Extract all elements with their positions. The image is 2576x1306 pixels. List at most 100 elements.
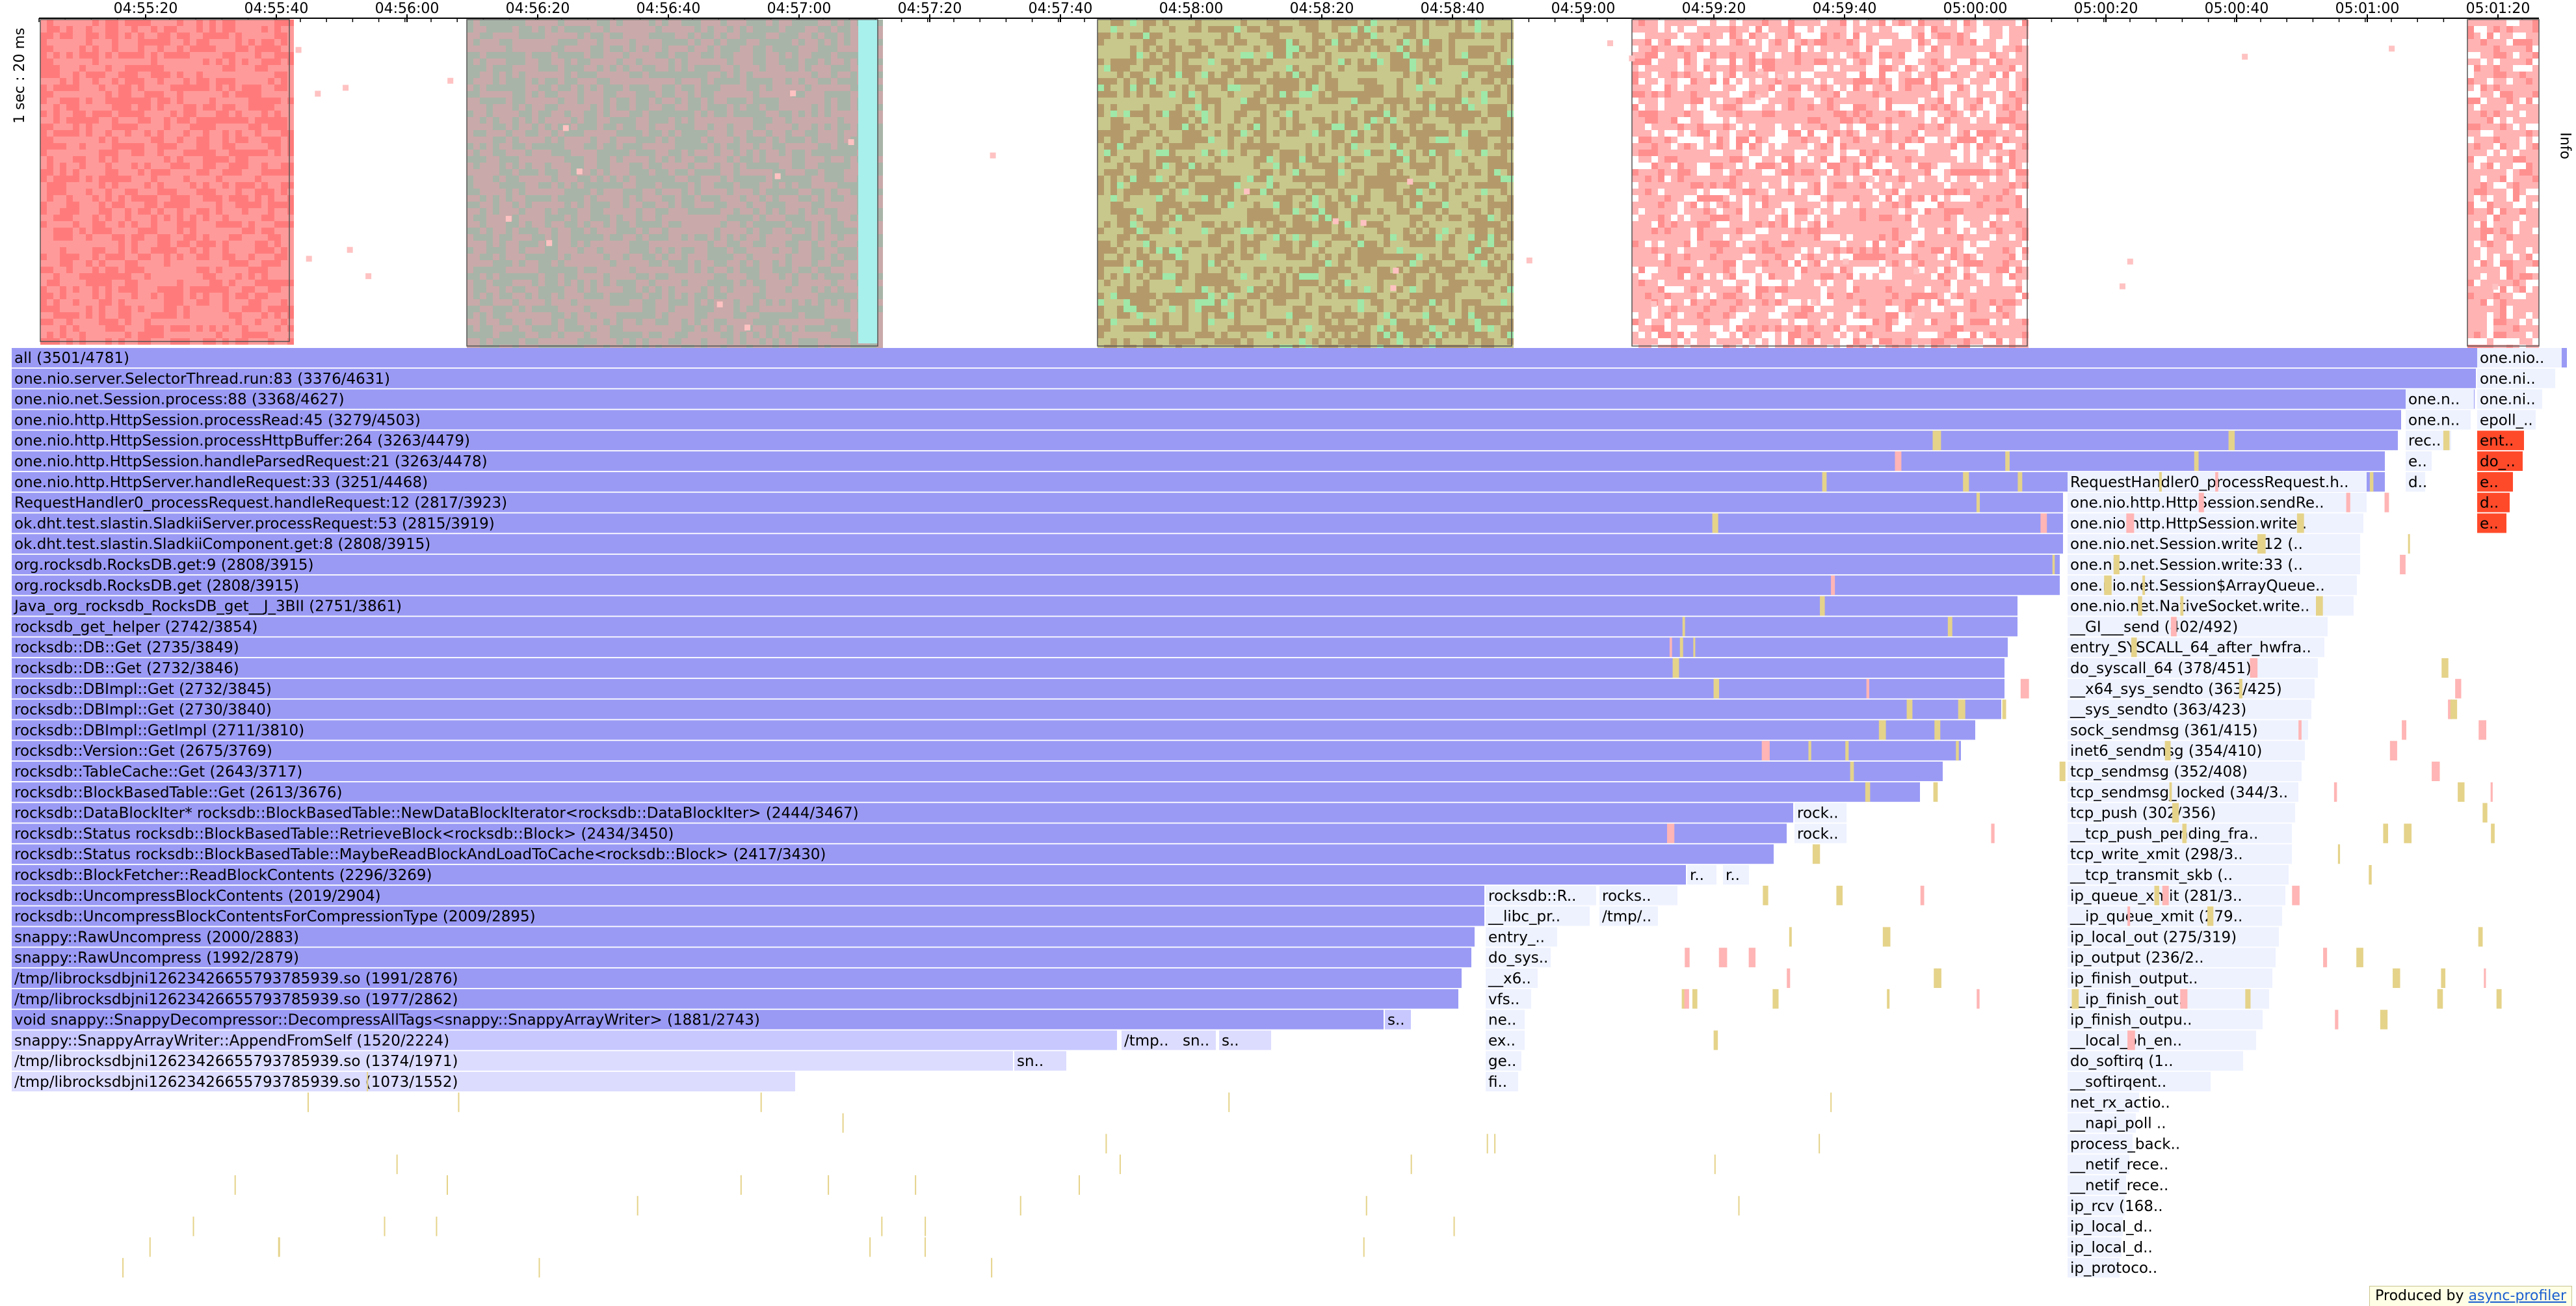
heatmap-cell [268, 221, 274, 228]
heatmap-cell [40, 312, 47, 319]
heatmap-cell [519, 176, 525, 182]
heatmap-cell [222, 299, 229, 306]
heatmap-cell [242, 91, 248, 98]
heatmap-cell [779, 33, 785, 39]
heatmap-cell [564, 176, 571, 182]
heatmap-cell [577, 221, 584, 228]
heatmap-cell [792, 280, 798, 286]
heatmap-cell [40, 143, 47, 150]
heatmap-cell [47, 267, 53, 273]
heatmap-cell [79, 215, 86, 221]
heatmap-cell [112, 163, 118, 169]
heatmap-cell [86, 33, 92, 39]
heatmap-cell [60, 156, 66, 163]
heatmap-cell [274, 286, 281, 293]
heatmap-cell [274, 46, 281, 52]
heatmap-cell [519, 111, 525, 117]
heatmap-cell [144, 72, 151, 78]
heatmap-cell [668, 267, 675, 273]
heatmap-cell [772, 182, 779, 189]
heatmap-cell [525, 85, 532, 91]
heatmap-cell [40, 254, 47, 260]
heatmap-cell [209, 65, 216, 72]
heatmap-cell [831, 143, 837, 150]
heatmap-cell [759, 215, 766, 221]
heatmap-cell [701, 85, 707, 91]
heatmap-cell [73, 234, 79, 241]
heatmap-cell [753, 215, 759, 221]
timeline-block-2[interactable] [466, 19, 883, 348]
heatmap-cell [216, 59, 222, 65]
heatmap-cell [131, 286, 138, 293]
heatmap-cell [248, 267, 255, 273]
heatmap-cell [242, 306, 248, 312]
heatmap-cell [584, 195, 590, 202]
timeline-block-1[interactable] [40, 19, 294, 345]
heatmap-cell [131, 20, 138, 26]
heatmap-cell [467, 267, 473, 273]
heatmap-cell [203, 52, 209, 59]
heatmap-cell [467, 221, 473, 228]
heatmap-cell [229, 293, 235, 299]
heatmap-cell [623, 260, 629, 267]
heatmap-cell [60, 46, 66, 52]
heatmap-cell [196, 319, 203, 325]
heatmap-cell [564, 260, 571, 267]
heatmap-cell [779, 169, 785, 176]
heatmap-cell [642, 306, 649, 312]
timeline-heatmap[interactable]: 04:55:20 04:55:40 04:56:00 04:56:20 04:56:40… [0, 0, 2576, 348]
heatmap-cell [196, 150, 203, 156]
heatmap-cell [590, 124, 597, 130]
heatmap-cell [733, 78, 740, 85]
heatmap-cell [125, 208, 131, 215]
heatmap-cell [727, 137, 733, 143]
heatmap-cell [261, 33, 268, 39]
heatmap-cell [209, 59, 216, 65]
heatmap-cell [525, 124, 532, 130]
heatmap-cell [688, 176, 694, 182]
heatmap-cell [694, 234, 701, 241]
heatmap-cell [655, 293, 662, 299]
heatmap-cell [287, 273, 294, 280]
heatmap-cell [66, 85, 73, 91]
heatmap-cell [720, 72, 727, 78]
heatmap-cell [112, 39, 118, 46]
heatmap-cell [655, 20, 662, 26]
heatmap-cell [281, 221, 287, 228]
heatmap-cell [714, 241, 720, 247]
heatmap-cell [86, 52, 92, 59]
heatmap-cell [183, 46, 190, 52]
heatmap-cell [248, 52, 255, 59]
heatmap-cell [467, 26, 473, 33]
heatmap-cell [629, 208, 636, 215]
heatmap-cell [545, 98, 551, 104]
heatmap-cell [590, 111, 597, 117]
heatmap-cell [177, 72, 183, 78]
heatmap-cell [792, 78, 798, 85]
heatmap-cell [79, 221, 86, 228]
heatmap-cell [636, 247, 642, 254]
heatmap-cell [623, 104, 629, 111]
heatmap-cell [844, 254, 850, 260]
heatmap-cell [766, 241, 772, 247]
heatmap-cell [603, 299, 610, 306]
heatmap-cell [590, 52, 597, 59]
heatmap-cell [164, 156, 170, 163]
heatmap-cell [493, 39, 499, 46]
heatmap-cell [577, 117, 584, 124]
heatmap-cell [235, 325, 242, 332]
heatmap-cell [837, 189, 844, 195]
heatmap-cell [196, 52, 203, 59]
heatmap-cell [242, 293, 248, 299]
heatmap-cell [473, 176, 480, 182]
heatmap-cell [268, 143, 274, 150]
heatmap-cell [47, 280, 53, 286]
heatmap-cell [261, 280, 268, 286]
heatmap-cell [766, 202, 772, 208]
heatmap-cell [818, 163, 824, 169]
heatmap-cell [707, 26, 714, 33]
heatmap-cell [222, 176, 229, 182]
heatmap-cell [590, 163, 597, 169]
heatmap-cell [519, 130, 525, 137]
heatmap-cell [558, 306, 564, 312]
